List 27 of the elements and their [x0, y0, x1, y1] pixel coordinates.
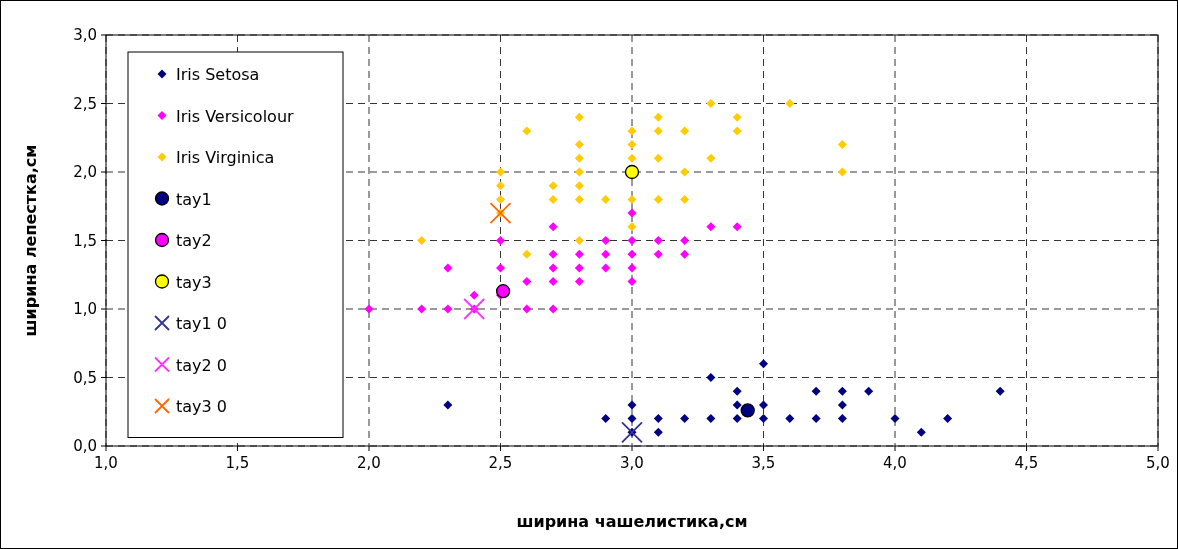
legend-label: Iris Virginica [176, 148, 275, 167]
legend-label: tay2 0 [176, 355, 227, 375]
x-axis-title: ширина чашелистика,см [516, 512, 748, 531]
y-tick-label: 1,5 [73, 231, 97, 250]
legend-label: tay3 0 [176, 397, 227, 416]
y-tick-label: 2,0 [73, 163, 97, 181]
x-tick-label: 4,5 [1014, 454, 1039, 472]
y-tick-label: 3,0 [73, 26, 97, 44]
legend-label: tay2 [176, 231, 212, 250]
x-tick-label: 4,0 [883, 454, 907, 472]
y-tick-label: 1,0 [73, 300, 97, 318]
legend-label: Iris Versicolour [176, 106, 295, 126]
y-axis-title: ширина лепестка,см [21, 144, 40, 337]
y-tick-label: 0,0 [73, 437, 97, 455]
legend-label: tay3 [176, 272, 212, 292]
x-tick-label: 1,0 [94, 454, 118, 472]
legend-label: tay1 [176, 189, 212, 209]
x-tick-label: 5,0 [1146, 454, 1170, 472]
x-tick-label: 3,0 [620, 454, 644, 472]
y-tick-label: 2,5 [73, 94, 97, 113]
x-tick-label: 2,0 [357, 454, 381, 472]
legend-label: tay1 0 [176, 314, 227, 333]
x-tick-label: 2,5 [488, 454, 513, 472]
x-tick-label: 3,5 [751, 454, 776, 472]
y-tick-label: 0,5 [73, 368, 97, 387]
legend-label: Iris Setosa [176, 65, 260, 84]
x-tick-label: 1,5 [225, 454, 250, 472]
